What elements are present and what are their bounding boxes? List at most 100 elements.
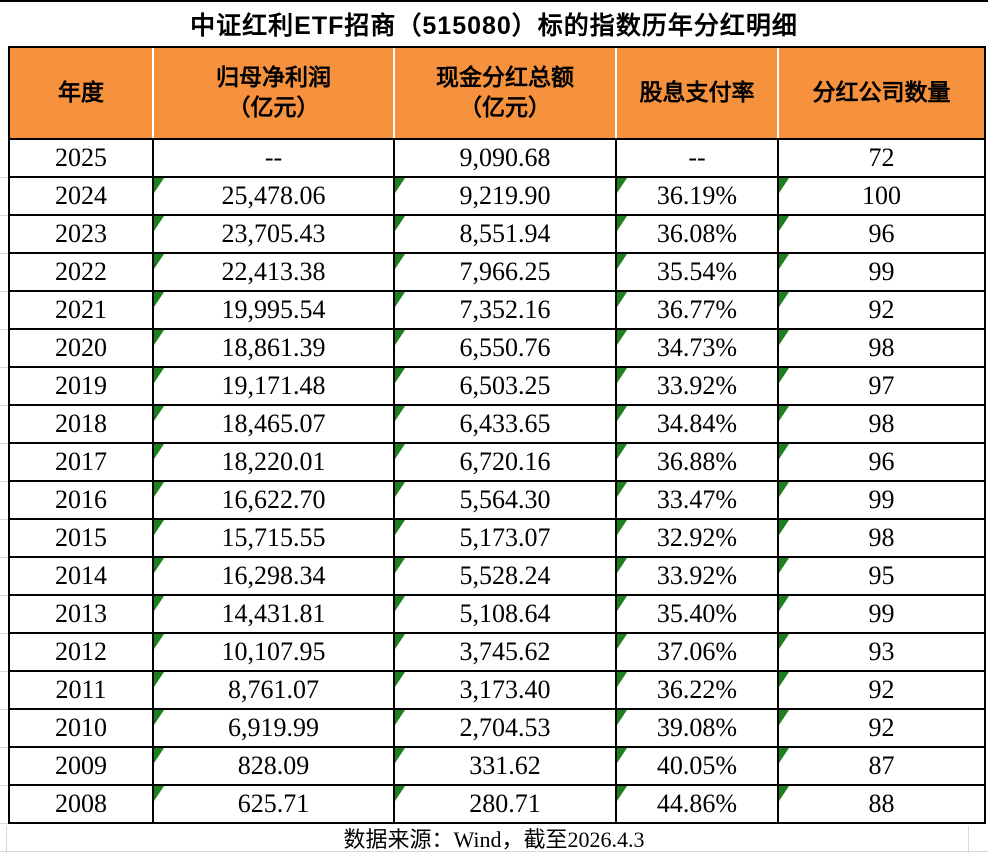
cell-profit[interactable]: 18,465.07 (154, 406, 395, 442)
cell-payout[interactable]: 34.73% (617, 330, 779, 366)
cell-year[interactable]: 2022 (10, 254, 154, 290)
cell-companies[interactable]: 100 (779, 178, 984, 214)
cell-payout[interactable]: 35.54% (617, 254, 779, 290)
cell-payout[interactable]: -- (617, 140, 779, 176)
cell-year[interactable]: 2010 (10, 710, 154, 746)
cell-value: 2,704.53 (459, 713, 551, 742)
cell-companies[interactable]: 88 (779, 786, 984, 822)
cell-profit[interactable]: 16,298.34 (154, 558, 395, 594)
cell-profit[interactable]: 10,107.95 (154, 634, 395, 670)
cell-companies[interactable]: 87 (779, 748, 984, 784)
cell-payout[interactable]: 33.47% (617, 482, 779, 518)
cell-payout[interactable]: 33.92% (617, 368, 779, 404)
cell-profit[interactable]: 8,761.07 (154, 672, 395, 708)
cell-profit[interactable]: 19,995.54 (154, 292, 395, 328)
cell-payout[interactable]: 36.22% (617, 672, 779, 708)
header-cell-dividend[interactable]: 现金分红总额 （亿元） (395, 48, 617, 138)
cell-profit[interactable]: 16,622.70 (154, 482, 395, 518)
cell-value: 10,107.95 (221, 637, 326, 666)
cell-companies[interactable]: 97 (779, 368, 984, 404)
cell-dividend[interactable]: 331.62 (395, 748, 617, 784)
error-indicator-icon (617, 786, 627, 801)
cell-dividend[interactable]: 280.71 (395, 786, 617, 822)
header-cell-payout[interactable]: 股息支付率 (617, 48, 779, 138)
cell-profit[interactable]: 14,431.81 (154, 596, 395, 632)
cell-year[interactable]: 2023 (10, 216, 154, 252)
cell-profit[interactable]: 19,171.48 (154, 368, 395, 404)
cell-dividend[interactable]: 7,352.16 (395, 292, 617, 328)
cell-companies[interactable]: 92 (779, 292, 984, 328)
cell-companies[interactable]: 92 (779, 710, 984, 746)
cell-payout[interactable]: 37.06% (617, 634, 779, 670)
cell-year[interactable]: 2018 (10, 406, 154, 442)
cell-payout[interactable]: 40.05% (617, 748, 779, 784)
cell-profit[interactable]: 6,919.99 (154, 710, 395, 746)
cell-dividend[interactable]: 5,528.24 (395, 558, 617, 594)
cell-year[interactable]: 2012 (10, 634, 154, 670)
cell-payout[interactable]: 36.08% (617, 216, 779, 252)
cell-payout[interactable]: 32.92% (617, 520, 779, 556)
cell-companies[interactable]: 92 (779, 672, 984, 708)
cell-dividend[interactable]: 6,550.76 (395, 330, 617, 366)
cell-payout[interactable]: 33.92% (617, 558, 779, 594)
cell-profit[interactable]: 18,861.39 (154, 330, 395, 366)
cell-year[interactable]: 2011 (10, 672, 154, 708)
cell-dividend[interactable]: 7,966.25 (395, 254, 617, 290)
cell-companies[interactable]: 98 (779, 406, 984, 442)
cell-year[interactable]: 2013 (10, 596, 154, 632)
cell-companies[interactable]: 99 (779, 254, 984, 290)
cell-year[interactable]: 2008 (10, 786, 154, 822)
cell-payout[interactable]: 36.77% (617, 292, 779, 328)
cell-companies[interactable]: 96 (779, 444, 984, 480)
cell-dividend[interactable]: 6,503.25 (395, 368, 617, 404)
cell-companies[interactable]: 98 (779, 330, 984, 366)
cell-year[interactable]: 2014 (10, 558, 154, 594)
cell-year[interactable]: 2020 (10, 330, 154, 366)
header-cell-profit[interactable]: 归母净利润 （亿元） (154, 48, 395, 138)
cell-profit[interactable]: 23,705.43 (154, 216, 395, 252)
header-cell-year[interactable]: 年度 (10, 48, 154, 138)
cell-profit[interactable]: -- (154, 140, 395, 176)
cell-payout[interactable]: 35.40% (617, 596, 779, 632)
cell-year[interactable]: 2015 (10, 520, 154, 556)
cell-dividend[interactable]: 6,720.16 (395, 444, 617, 480)
cell-year[interactable]: 2024 (10, 178, 154, 214)
cell-payout[interactable]: 44.86% (617, 786, 779, 822)
cell-payout[interactable]: 39.08% (617, 710, 779, 746)
cell-year[interactable]: 2017 (10, 444, 154, 480)
error-indicator-icon (154, 748, 164, 763)
cell-companies[interactable]: 72 (779, 140, 984, 176)
cell-dividend[interactable]: 6,433.65 (395, 406, 617, 442)
cell-year[interactable]: 2016 (10, 482, 154, 518)
cell-year[interactable]: 2009 (10, 748, 154, 784)
cell-dividend[interactable]: 2,704.53 (395, 710, 617, 746)
cell-year[interactable]: 2025 (10, 140, 154, 176)
cell-payout[interactable]: 36.19% (617, 178, 779, 214)
cell-companies[interactable]: 99 (779, 482, 984, 518)
cell-dividend[interactable]: 9,219.90 (395, 178, 617, 214)
error-indicator-icon (779, 558, 789, 573)
cell-profit[interactable]: 18,220.01 (154, 444, 395, 480)
cell-companies[interactable]: 96 (779, 216, 984, 252)
cell-dividend[interactable]: 5,108.64 (395, 596, 617, 632)
cell-dividend[interactable]: 5,564.30 (395, 482, 617, 518)
cell-companies[interactable]: 99 (779, 596, 984, 632)
cell-year[interactable]: 2019 (10, 368, 154, 404)
cell-dividend[interactable]: 9,090.68 (395, 140, 617, 176)
cell-payout[interactable]: 34.84% (617, 406, 779, 442)
cell-dividend[interactable]: 8,551.94 (395, 216, 617, 252)
cell-companies[interactable]: 95 (779, 558, 984, 594)
cell-year[interactable]: 2021 (10, 292, 154, 328)
cell-payout[interactable]: 36.88% (617, 444, 779, 480)
cell-dividend[interactable]: 5,173.07 (395, 520, 617, 556)
cell-companies[interactable]: 98 (779, 520, 984, 556)
cell-dividend[interactable]: 3,173.40 (395, 672, 617, 708)
cell-profit[interactable]: 625.71 (154, 786, 395, 822)
header-cell-companies[interactable]: 分红公司数量 (812, 79, 951, 106)
cell-companies[interactable]: 93 (779, 634, 984, 670)
cell-profit[interactable]: 15,715.55 (154, 520, 395, 556)
cell-profit[interactable]: 22,413.38 (154, 254, 395, 290)
cell-profit[interactable]: 25,478.06 (154, 178, 395, 214)
cell-profit[interactable]: 828.09 (154, 748, 395, 784)
cell-dividend[interactable]: 3,745.62 (395, 634, 617, 670)
